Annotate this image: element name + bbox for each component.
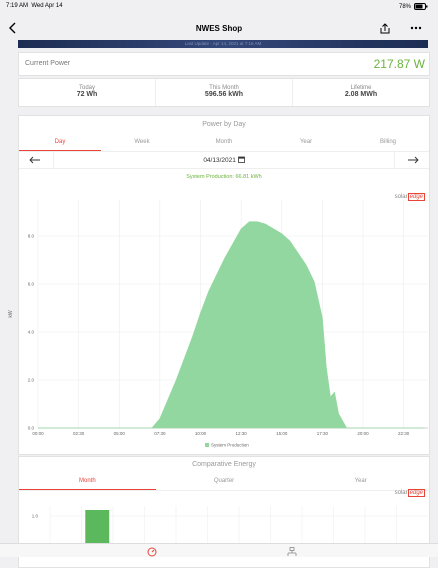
x-tick-label: 17:30 [317, 431, 329, 436]
x-tick-label: 05:00 [114, 431, 126, 436]
x-tick-label: 02:30 [73, 431, 85, 436]
area [38, 222, 424, 428]
y-tick-label: 4.0 [28, 330, 35, 335]
page: {"status_bar": {"time": "7:19 AM", "date… [0, 0, 438, 556]
x-tick-label: 12:30 [235, 431, 247, 436]
y-tick-label: 6.0 [28, 282, 35, 287]
x-tick-label: 15:00 [276, 431, 288, 436]
legend-label: System Production [211, 443, 249, 448]
charts: 0.0 2.0 4.0 6.0 8.0 00:00 02:30 05:00 07:30 10:00… [0, 0, 438, 556]
y-axis-label: kW [8, 310, 14, 318]
y-tick-label: 0.0 [28, 426, 35, 431]
legend-swatch [205, 443, 209, 447]
x-tick-label: 20:00 [357, 431, 369, 436]
y-tick-label: 2.0 [28, 378, 35, 383]
x-tick-label: 00:00 [32, 431, 44, 436]
y-tick-label: 1.0 [32, 514, 39, 519]
x-tick-label: 07:30 [154, 431, 166, 436]
x-tick-label: 22:30 [398, 431, 410, 436]
x-tick-label: 10:00 [195, 431, 207, 436]
y-tick-label: 8.0 [28, 234, 35, 239]
tab-bar [0, 543, 438, 557]
